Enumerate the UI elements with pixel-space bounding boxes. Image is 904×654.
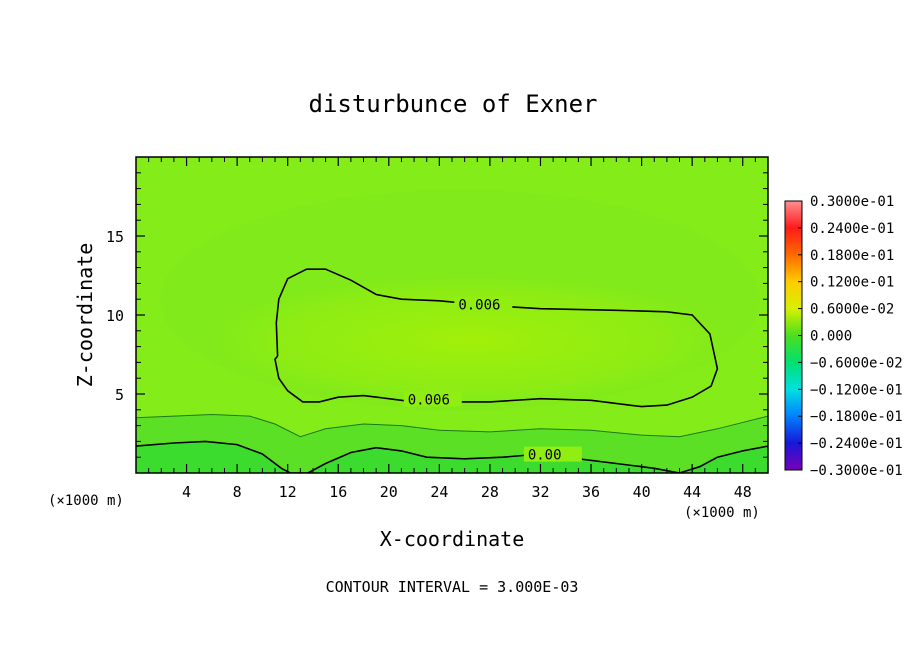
x-tick-label: 44	[683, 483, 701, 501]
x-tick-label: 12	[279, 483, 297, 501]
colorbar-label: −0.3000e-01	[810, 463, 903, 479]
y-tick-label: 5	[115, 386, 124, 404]
x-unit-right: (×1000 m)	[684, 505, 760, 521]
contour-interval-note: CONTOUR INTERVAL = 3.000E-03	[326, 578, 579, 596]
colorbar-label: −0.1800e-01	[810, 409, 903, 425]
y-tick-label: 10	[106, 307, 124, 325]
y-tick-label: 15	[106, 228, 124, 246]
contour-label-bg	[454, 296, 513, 312]
colorbar-label: 0.1200e-01	[810, 275, 894, 291]
colorbar-label: −0.1200e-01	[810, 382, 903, 398]
colorbar-label: 0.3000e-01	[810, 194, 894, 210]
field-lower-band-outer	[136, 414, 768, 473]
contour-line-2	[136, 413, 768, 438]
contour-line-1	[136, 440, 768, 473]
colorbar-label: 0.2400e-01	[810, 221, 894, 237]
x-tick-label: 36	[582, 483, 600, 501]
colorbar-label: −0.6000e-02	[810, 355, 903, 371]
x-tick-label: 20	[380, 483, 398, 501]
field-core	[190, 270, 750, 410]
contour-line-0	[274, 268, 719, 408]
colorbar-label: 0.000	[810, 329, 852, 345]
x-unit-left: (×1000 m)	[48, 493, 124, 509]
contour-lines: 0.006 0.006 0.00	[136, 268, 768, 473]
x-tick-label: 40	[633, 483, 651, 501]
x-tick-label: 4	[182, 483, 191, 501]
contour-label: 0.00	[528, 448, 562, 464]
x-tick-label: 8	[233, 483, 242, 501]
x-tick-label: 16	[329, 483, 347, 501]
contour-label: 0.006	[408, 392, 450, 408]
colorbar: 0.3000e-01 0.2400e-01 0.1800e-01 0.1200e-01…	[784, 194, 903, 479]
chart-title: disturbunce of Exner	[309, 90, 598, 118]
x-tick-label: 32	[531, 483, 549, 501]
contour-label-bg	[403, 391, 462, 407]
x-tick-label: 24	[430, 483, 448, 501]
x-tick-label: 48	[734, 483, 752, 501]
colorbar-label: −0.2400e-01	[810, 436, 903, 452]
field-lower-band	[136, 441, 768, 473]
y-axis-title: Z-coordinate	[73, 243, 97, 388]
plot-area: 0.006 0.006 0.00	[136, 157, 768, 473]
contour-label-bg	[523, 446, 582, 462]
x-tick-label: 28	[481, 483, 499, 501]
colorbar-label: 0.6000e-02	[810, 302, 894, 318]
contour-label: 0.006	[458, 298, 500, 314]
x-axis-title: X-coordinate	[380, 527, 525, 551]
colorbar-label: 0.1800e-01	[810, 248, 894, 264]
